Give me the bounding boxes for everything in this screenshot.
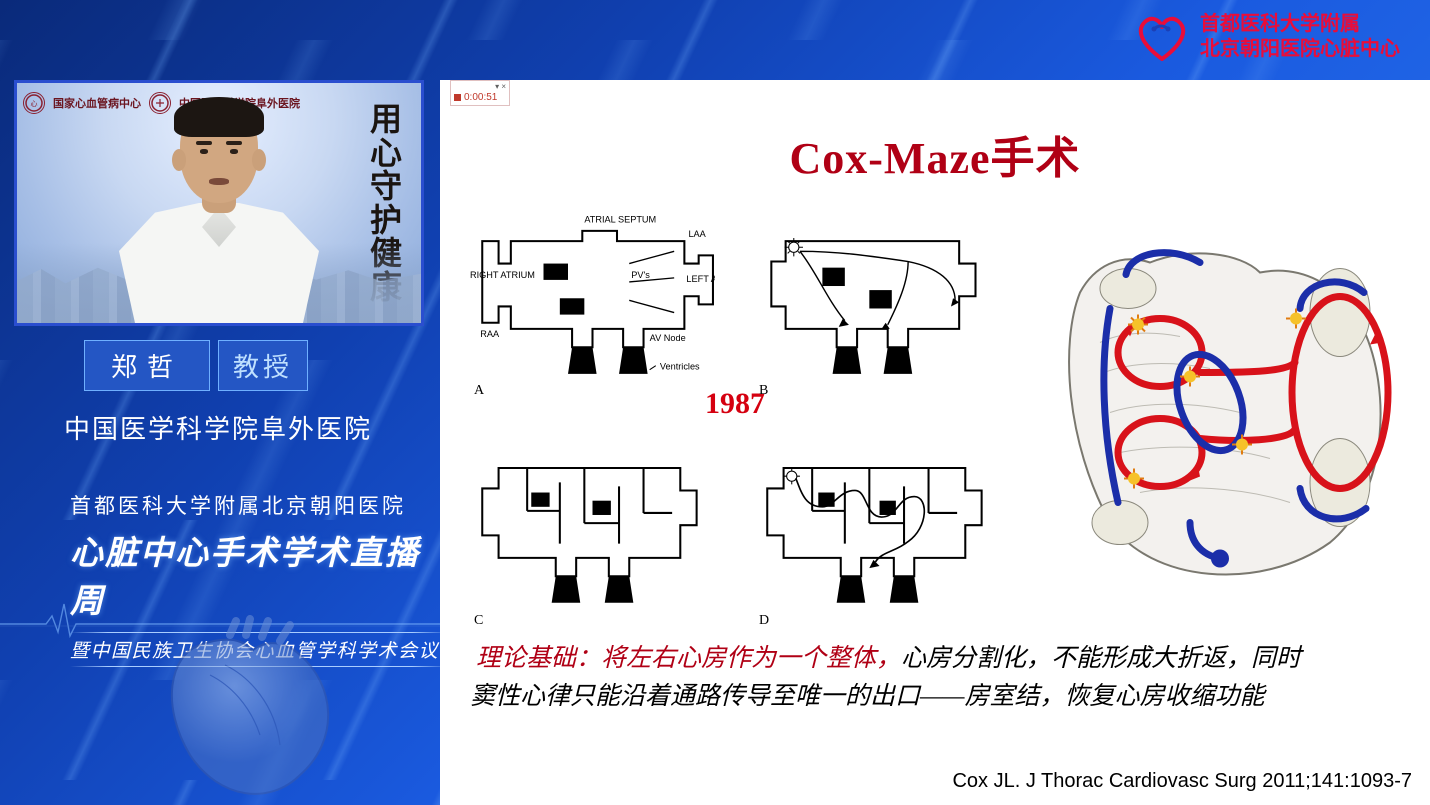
svg-text:RIGHT ATRIUM: RIGHT ATRIUM bbox=[470, 270, 535, 280]
maze-panel-c: C bbox=[470, 431, 715, 626]
presenter-name-row: 郑哲 教授 bbox=[84, 340, 424, 391]
theory-rest2: 窦性心律只能沿着通路传导至唯一的出口——房室结，恢复心房收缩功能 bbox=[470, 683, 1264, 710]
svg-text:LEFT ATRIUM: LEFT ATRIUM bbox=[686, 274, 715, 284]
slide-citation: Cox JL. J Thorac Cardiovasc Surg 2011;14… bbox=[952, 770, 1412, 793]
svg-text:PV's: PV's bbox=[631, 270, 650, 280]
conference-line1: 首都医科大学附属北京朝阳医院 bbox=[70, 490, 450, 520]
maze-grid: 1987 ATRIAL SEPTUM LAA RIGHT ATRIUM LEFT… bbox=[470, 200, 1000, 625]
anatomical-heart bbox=[1040, 200, 1400, 625]
presenter-video: 心 国家心血管病中心 中国医学科学院阜外医院 用心守护健康 bbox=[14, 80, 424, 326]
maze-panel-d: D bbox=[755, 431, 1000, 626]
svg-text:RAA: RAA bbox=[480, 329, 500, 339]
svg-text:LAA: LAA bbox=[688, 229, 706, 239]
hospital-line2: 北京朝阳医院心脏中心 bbox=[1200, 37, 1400, 62]
presenter-title: 教授 bbox=[218, 340, 308, 391]
left-column: 心 国家心血管病中心 中国医学科学院阜外医院 用心守护健康 郑哲 教授 中国医学… bbox=[14, 80, 424, 446]
heart-logo-icon bbox=[1134, 13, 1190, 61]
svg-text:心: 心 bbox=[31, 100, 38, 108]
maze-panel-b: B bbox=[755, 200, 1000, 395]
presenter-figure bbox=[109, 113, 329, 323]
presenter-name: 郑哲 bbox=[84, 340, 210, 391]
panel-c-label: C bbox=[474, 613, 483, 629]
panel-a-label: A bbox=[474, 383, 484, 399]
svg-text:ATRIAL SEPTUM: ATRIAL SEPTUM bbox=[584, 215, 656, 225]
theory-label: 理论基础： bbox=[476, 645, 601, 672]
theory-rest1: 心房分割化，不能形成大折返，同时 bbox=[901, 645, 1301, 672]
svg-text:SVC: SVC bbox=[548, 267, 567, 277]
theory-emphasis: 将左右心房作为一个整体， bbox=[601, 645, 901, 672]
theory-text: 理论基础：将左右心房作为一个整体，心房分割化，不能形成大折返，同时 窦性心律只能… bbox=[470, 640, 1400, 718]
svg-text:IVC: IVC bbox=[564, 302, 580, 312]
slide-title: Cox-Maze手术 bbox=[440, 122, 1430, 186]
recorder-controls[interactable]: ▾ × bbox=[454, 83, 506, 92]
presenter-affiliation: 中国医学科学院阜外医院 bbox=[64, 409, 424, 446]
screen-recorder-widget[interactable]: ▾ × 0:00:51 bbox=[450, 80, 510, 106]
webcam-header-text1: 国家心血管病中心 bbox=[53, 95, 141, 111]
panel-d-label: D bbox=[759, 613, 769, 629]
badge-icon: 心 bbox=[23, 92, 45, 114]
panel-b-label: B bbox=[759, 383, 768, 399]
hospital-logo-text: 首都医科大学附属 北京朝阳医院心脏中心 bbox=[1200, 12, 1400, 62]
hospital-logo-block: 首都医科大学附属 北京朝阳医院心脏中心 bbox=[1134, 12, 1400, 62]
recorder-time: 0:00:51 bbox=[464, 92, 497, 103]
svg-text:AV Node: AV Node bbox=[650, 333, 686, 343]
slide-panel: ▾ × 0:00:51 Cox-Maze手术 1987 ATRIA bbox=[440, 80, 1430, 805]
maze-panel-a: ATRIAL SEPTUM LAA RIGHT ATRIUM LEFT ATRI… bbox=[470, 200, 715, 395]
diagram-area: 1987 ATRIAL SEPTUM LAA RIGHT ATRIUM LEFT… bbox=[470, 200, 1400, 625]
badge-icon-2 bbox=[149, 92, 171, 114]
record-icon[interactable] bbox=[454, 94, 461, 101]
hospital-line1: 首都医科大学附属 bbox=[1200, 12, 1400, 37]
svg-text:Ventricles: Ventricles bbox=[660, 362, 700, 372]
heart-illustration-icon bbox=[140, 615, 360, 805]
